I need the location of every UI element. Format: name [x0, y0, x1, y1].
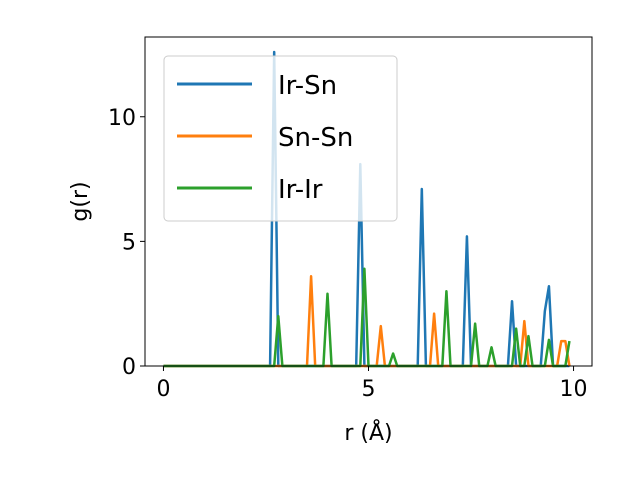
- legend-label-ir-ir: Ir-Ir: [278, 175, 323, 205]
- series-line-sn-sn: [163, 275, 571, 368]
- legend: Ir-Sn Sn-Sn Ir-Ir: [163, 55, 398, 222]
- y-tick-label: 0: [122, 355, 136, 380]
- y-axis-label: g(r): [68, 181, 93, 221]
- ticks-layer: 0 5 10 0 5 10: [108, 106, 588, 402]
- x-tick-label: 5: [362, 377, 376, 402]
- x-axis-label: r (Å): [344, 419, 392, 446]
- x-tick-label: 0: [156, 377, 170, 402]
- legend-label-ir-sn: Ir-Sn: [278, 71, 337, 101]
- x-tick-label: 10: [560, 377, 588, 402]
- y-tick-label: 10: [108, 106, 136, 131]
- y-tick-label: 5: [122, 230, 136, 255]
- legend-label-sn-sn: Sn-Sn: [278, 123, 353, 153]
- legend-box: [163, 55, 398, 222]
